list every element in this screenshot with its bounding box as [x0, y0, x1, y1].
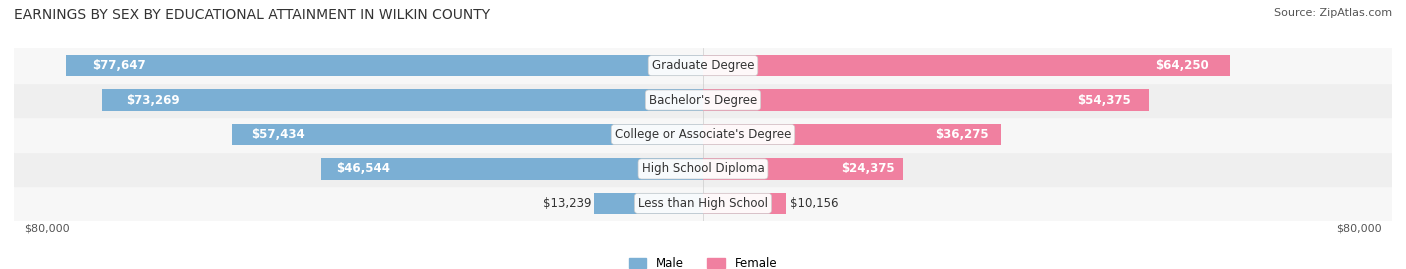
- Text: $13,239: $13,239: [543, 197, 591, 210]
- Bar: [66, 55, 703, 76]
- Bar: [703, 124, 1001, 145]
- Text: Less than High School: Less than High School: [638, 197, 768, 210]
- Text: Graduate Degree: Graduate Degree: [652, 59, 754, 72]
- Bar: [321, 158, 703, 180]
- Bar: [14, 48, 1392, 83]
- Bar: [703, 55, 1230, 76]
- Bar: [232, 124, 703, 145]
- Text: $46,544: $46,544: [336, 162, 391, 175]
- Text: $24,375: $24,375: [841, 162, 896, 175]
- Bar: [595, 193, 703, 214]
- Bar: [703, 158, 903, 180]
- Bar: [14, 117, 1392, 152]
- Text: EARNINGS BY SEX BY EDUCATIONAL ATTAINMENT IN WILKIN COUNTY: EARNINGS BY SEX BY EDUCATIONAL ATTAINMEN…: [14, 8, 491, 22]
- Text: College or Associate's Degree: College or Associate's Degree: [614, 128, 792, 141]
- Bar: [14, 152, 1392, 186]
- Text: Bachelor's Degree: Bachelor's Degree: [650, 94, 756, 107]
- Text: $36,275: $36,275: [935, 128, 988, 141]
- Text: Source: ZipAtlas.com: Source: ZipAtlas.com: [1274, 8, 1392, 18]
- Bar: [103, 89, 703, 111]
- Bar: [14, 83, 1392, 117]
- Text: $73,269: $73,269: [127, 94, 180, 107]
- Bar: [14, 186, 1392, 221]
- Text: $77,647: $77,647: [91, 59, 145, 72]
- Text: $54,375: $54,375: [1077, 94, 1130, 107]
- Legend: Male, Female: Male, Female: [624, 253, 782, 269]
- Text: $64,250: $64,250: [1156, 59, 1209, 72]
- Text: High School Diploma: High School Diploma: [641, 162, 765, 175]
- Bar: [703, 89, 1149, 111]
- Bar: [703, 193, 786, 214]
- Text: $57,434: $57,434: [250, 128, 305, 141]
- Text: $10,156: $10,156: [790, 197, 838, 210]
